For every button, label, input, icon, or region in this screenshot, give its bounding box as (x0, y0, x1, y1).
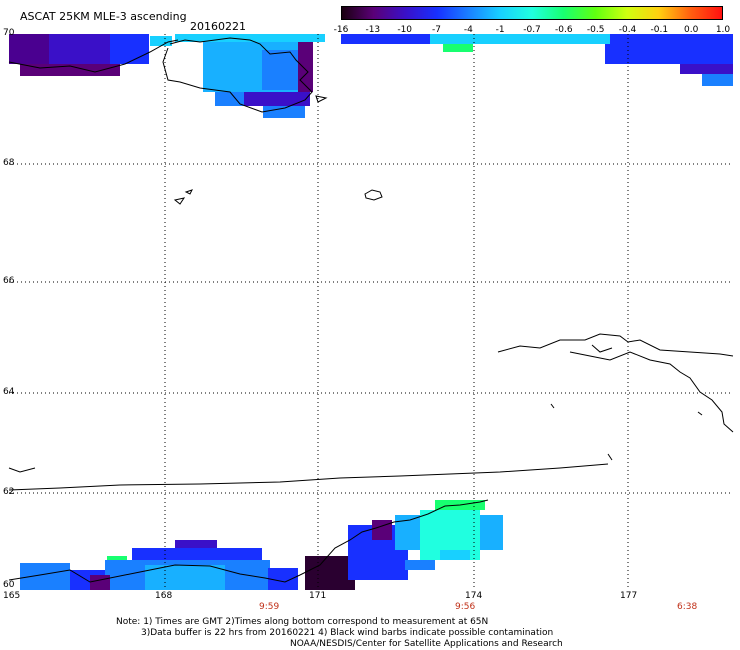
lat-label: 70 (3, 28, 15, 38)
swath-northeast (341, 34, 733, 86)
lat-label: 62 (3, 487, 15, 497)
scale-label: -10 (397, 25, 413, 35)
scale-label: -16 (333, 25, 349, 35)
lon-label: 165 (3, 591, 21, 601)
color-scale-labels: -16 -13 -10 -7 -4 -1 -0.7 -0.6 -0.5 -0.4… (334, 25, 731, 37)
lat-label: 66 (3, 276, 15, 286)
lon-label: 174 (465, 591, 483, 601)
graticule (9, 34, 733, 590)
swath-southwest (20, 540, 298, 590)
lat-label: 64 (3, 387, 15, 397)
pass-time: 9:59 (259, 602, 280, 612)
color-scale-bar (341, 6, 723, 20)
scale-label: -7 (432, 25, 441, 35)
scale-label: -13 (365, 25, 381, 35)
swath-northwest (9, 34, 172, 76)
scale-label: -0.6 (555, 25, 573, 35)
footer-note-1: Note: 1) Times are GMT 2)Times along bot… (116, 617, 489, 627)
pass-time: 6:38 (677, 602, 698, 612)
scale-label: -0.1 (650, 25, 669, 35)
lat-label: 68 (3, 158, 15, 168)
map-date: 20160221 (190, 20, 246, 33)
scale-label: 1.0 (715, 25, 731, 35)
swath-north-center (175, 34, 325, 118)
scale-label: -1 (495, 25, 505, 35)
footer-note-2: 3)Data buffer is 22 hrs from 20160221 4)… (141, 628, 554, 638)
pass-time: 9:56 (455, 602, 476, 612)
lat-label: 60 (3, 580, 15, 590)
lon-label: 168 (155, 591, 173, 601)
swath-south-center (305, 500, 503, 590)
footer-credit: NOAA/NESDIS/Center for Satellite Applica… (290, 639, 563, 649)
map-title: ASCAT 25KM MLE-3 ascending (20, 10, 187, 23)
scale-label: 0.0 (684, 25, 699, 35)
coastlines (8, 37, 734, 583)
scale-label: -0.5 (586, 25, 605, 35)
lon-label: 171 (309, 591, 327, 601)
scale-label: -0.7 (523, 25, 541, 35)
scale-label: -0.4 (618, 25, 637, 35)
scale-label: -4 (463, 25, 473, 35)
lon-label: 177 (620, 591, 638, 601)
